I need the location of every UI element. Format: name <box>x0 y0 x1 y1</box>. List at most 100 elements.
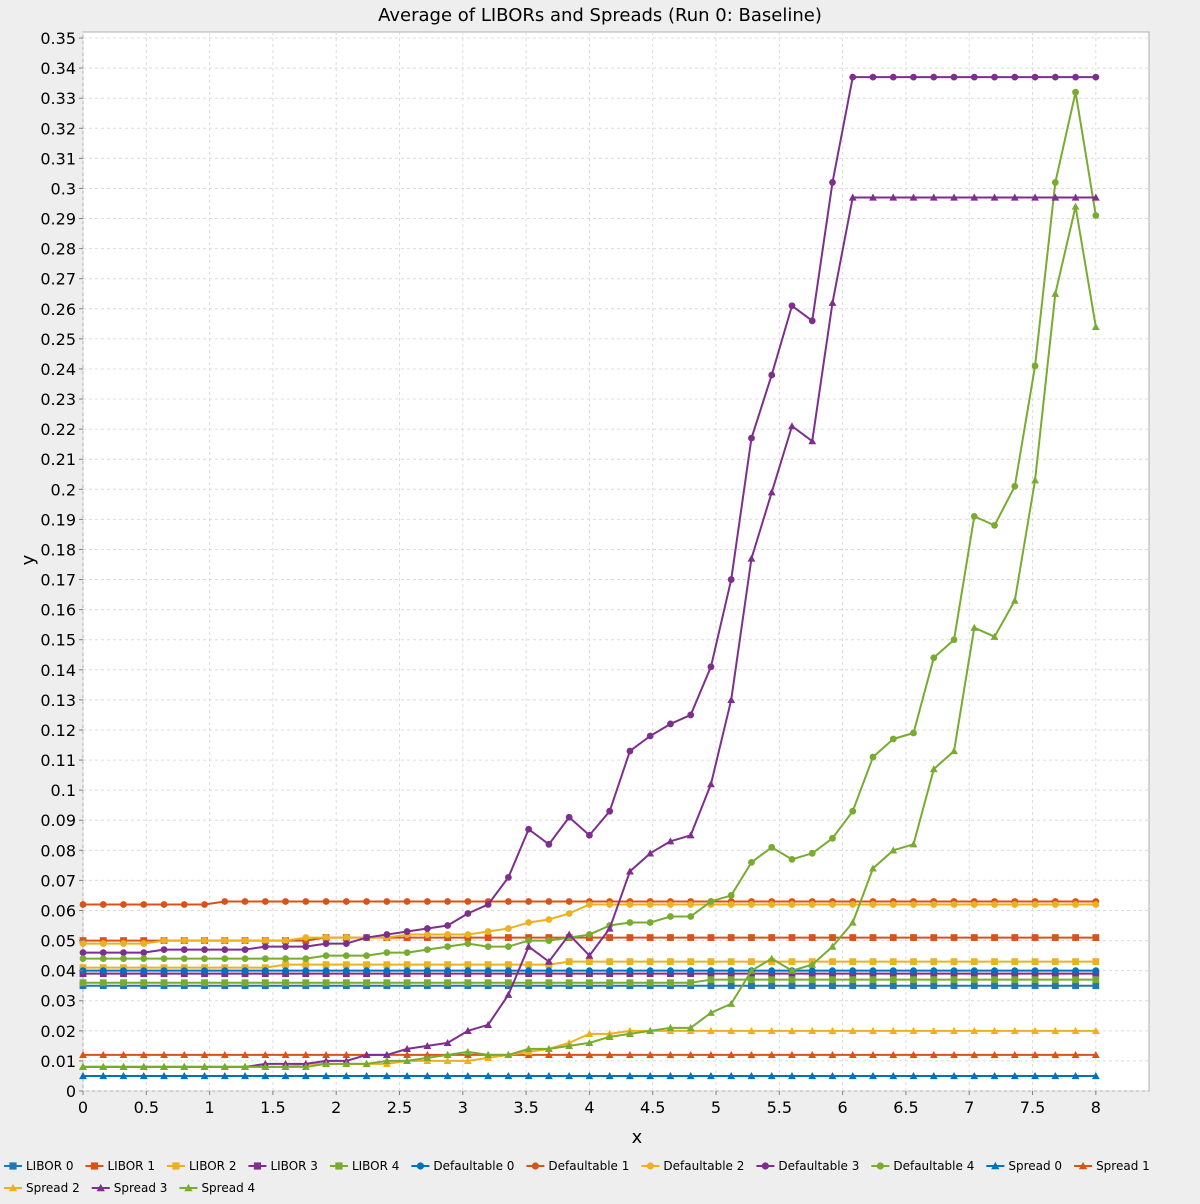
data-point-spread-1 <box>626 1050 634 1059</box>
data-point-libor-2 <box>302 961 310 969</box>
data-point-spread-1 <box>160 1050 168 1059</box>
x-tick-label: 1 <box>205 1098 215 1117</box>
data-point-spread-2 <box>909 1026 918 1034</box>
x-tick-label: 0.5 <box>134 1098 159 1117</box>
data-point-libor-0 <box>950 982 958 990</box>
data-point-spread-4 <box>301 1063 310 1071</box>
data-point-defaultable-3 <box>1031 73 1039 81</box>
data-point-defaultable-0 <box>727 967 735 975</box>
data-point-defaultable-3 <box>950 73 958 81</box>
data-point-spread-4 <box>747 966 756 974</box>
data-point-defaultable-3 <box>302 943 310 950</box>
data-point-defaultable-3 <box>282 943 289 950</box>
data-point-spread-1 <box>808 1050 817 1059</box>
data-point-spread-0 <box>322 1072 330 1080</box>
data-point-libor-1 <box>930 934 938 941</box>
data-point-defaultable-0 <box>160 967 168 975</box>
data-point-spread-1 <box>403 1050 412 1059</box>
y-tick-label: 0.35 <box>40 29 76 48</box>
data-point-spread-1 <box>950 1050 958 1059</box>
data-point-spread-0 <box>180 1072 189 1080</box>
legend-item-defaultable-4: Defaultable 4 <box>871 1159 974 1173</box>
data-point-spread-1 <box>261 1050 270 1059</box>
data-point-libor-2 <box>991 958 998 966</box>
data-point-spread-4 <box>544 1044 553 1053</box>
data-point-libor-4 <box>1072 976 1079 984</box>
data-point-libor-4 <box>768 976 776 984</box>
data-point-libor-4 <box>1092 976 1100 984</box>
data-point-spread-2 <box>828 1026 837 1034</box>
data-point-defaultable-2 <box>889 901 897 908</box>
y-tick-label: 0.26 <box>40 300 76 319</box>
data-point-spread-0 <box>889 1072 898 1080</box>
data-point-defaultable-3 <box>221 946 229 953</box>
legend-item-defaultable-3: Defaultable 3 <box>756 1159 859 1173</box>
legend-swatch-marker <box>761 1162 769 1170</box>
data-point-spread-0 <box>727 1072 736 1080</box>
data-point-libor-4 <box>748 976 755 984</box>
data-point-spread-0 <box>504 1072 513 1080</box>
data-point-spread-2 <box>788 1026 796 1034</box>
data-point-libor-2 <box>869 958 877 966</box>
data-point-libor-4 <box>646 979 654 987</box>
data-point-defaultable-2 <box>626 901 634 908</box>
data-point-defaultable-2 <box>444 931 452 938</box>
data-point-spread-4 <box>463 1047 472 1056</box>
data-point-spread-0 <box>869 1072 877 1080</box>
data-point-defaultable-0 <box>970 967 978 975</box>
data-point-spread-4 <box>605 1032 614 1040</box>
data-point-defaultable-2 <box>241 937 249 944</box>
data-point-defaultable-1 <box>464 898 472 905</box>
data-point-libor-4 <box>444 979 452 987</box>
data-point-defaultable-2 <box>120 940 127 947</box>
data-point-spread-1 <box>686 1050 695 1059</box>
y-tick-label: 0.07 <box>40 871 76 890</box>
data-point-defaultable-3 <box>646 732 654 740</box>
data-point-libor-0 <box>930 982 938 990</box>
data-point-libor-4 <box>342 979 350 987</box>
legend-item-libor-2: LIBOR 2 <box>166 1159 236 1173</box>
data-point-spread-3 <box>1010 193 1019 201</box>
data-point-libor-1 <box>869 934 877 941</box>
data-point-spread-1 <box>585 1050 594 1059</box>
y-tick-label: 0.3 <box>51 179 76 198</box>
data-point-defaultable-3 <box>748 434 755 442</box>
data-point-libor-4 <box>727 976 735 984</box>
data-point-spread-3 <box>443 1038 452 1046</box>
data-point-libor-1 <box>1072 934 1079 941</box>
data-point-spread-4 <box>382 1057 391 1065</box>
data-point-defaultable-2 <box>788 901 796 908</box>
data-point-defaultable-3 <box>464 910 472 917</box>
legend: LIBOR 0 LIBOR 1 LIBOR 2 LIBOR 3 LIBOR 4 Defau… <box>4 1159 1150 1195</box>
data-point-defaultable-0 <box>768 967 776 975</box>
data-point-defaultable-0 <box>950 967 958 975</box>
data-point-defaultable-1 <box>201 901 208 908</box>
data-point-spread-0 <box>382 1072 391 1080</box>
data-point-spread-4 <box>119 1063 128 1071</box>
data-point-libor-0 <box>788 982 796 990</box>
data-point-libor-4 <box>930 976 938 984</box>
data-point-defaultable-1 <box>221 898 229 905</box>
data-point-spread-2 <box>889 1026 898 1034</box>
data-point-spread-3 <box>524 942 533 950</box>
grid <box>82 32 1149 1092</box>
data-point-spread-4 <box>1031 476 1039 484</box>
data-point-defaultable-0 <box>120 967 127 975</box>
data-point-defaultable-3 <box>444 922 452 929</box>
data-point-defaultable-2 <box>808 901 816 908</box>
legend-item-libor-4: LIBOR 4 <box>329 1159 399 1173</box>
y-tick-label: 0.01 <box>40 1052 76 1071</box>
y-tick-label: 0.31 <box>40 149 76 168</box>
data-point-spread-1 <box>727 1050 736 1059</box>
legend-label: LIBOR 1 <box>107 1159 154 1173</box>
data-point-spread-1 <box>241 1050 249 1059</box>
data-point-libor-4 <box>322 979 330 987</box>
data-point-defaultable-3 <box>727 576 735 583</box>
data-point-libor-4 <box>525 979 533 987</box>
data-point-libor-4 <box>1031 976 1039 984</box>
data-point-spread-3 <box>626 867 634 875</box>
legend-label: LIBOR 3 <box>270 1159 317 1173</box>
data-point-spread-0 <box>160 1072 168 1080</box>
data-point-spread-4 <box>929 765 938 773</box>
data-point-spread-4 <box>200 1063 209 1071</box>
